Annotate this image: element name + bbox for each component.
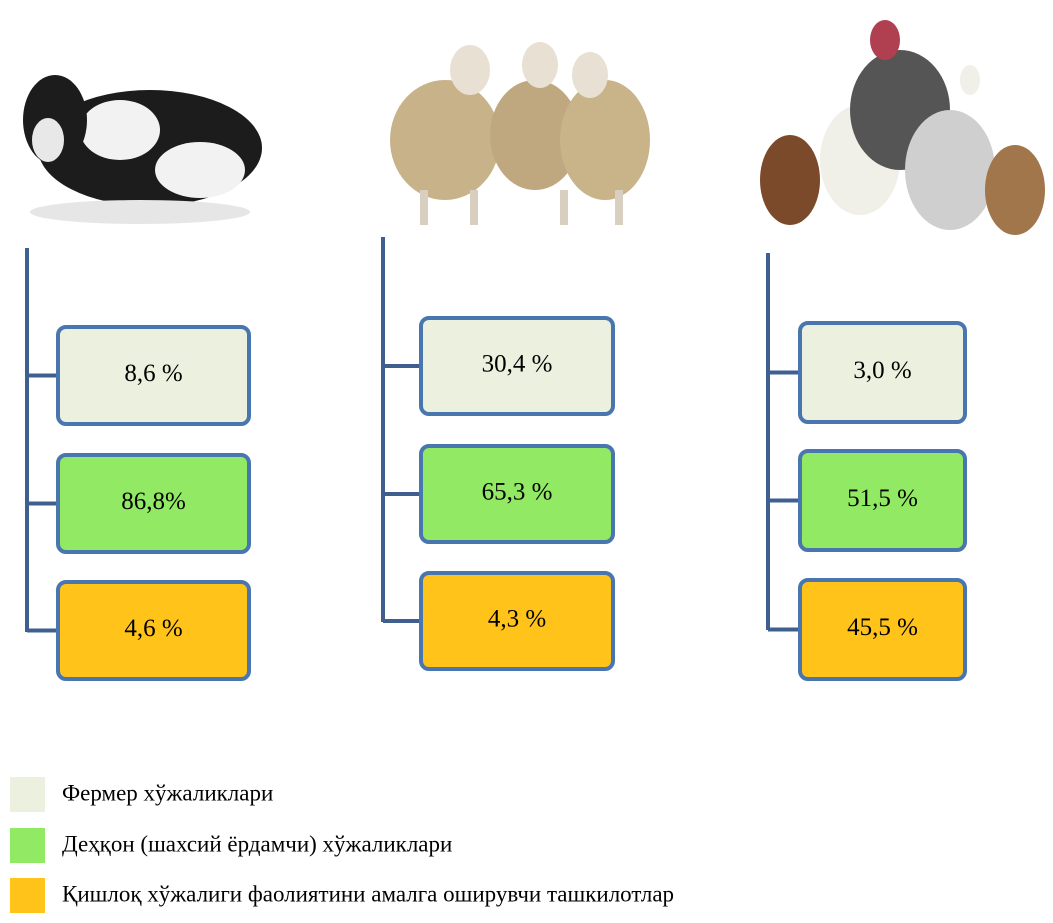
share-label: 86,8% xyxy=(121,488,186,515)
share-box xyxy=(419,571,615,671)
share-box xyxy=(419,444,615,544)
share-label: 3,0 % xyxy=(853,357,911,384)
share-box xyxy=(798,449,967,552)
legend-label: Қишлоқ хўжалиги фаолиятини амалга оширув… xyxy=(62,881,674,906)
legend-label: Деҳқон (шахсий ёрдамчи) хўжаликлари xyxy=(62,831,452,856)
share-box xyxy=(56,580,251,681)
legend-swatch xyxy=(10,878,45,913)
sheep-image xyxy=(390,42,650,225)
share-label: 65,3 % xyxy=(482,479,553,506)
share-box xyxy=(798,578,967,681)
poultry-image xyxy=(760,20,1045,235)
legend-swatch xyxy=(10,777,45,812)
legend-label: Фермер хўжаликлари xyxy=(62,780,273,805)
share-label: 45,5 % xyxy=(847,614,918,641)
share-label: 8,6 % xyxy=(124,360,182,387)
share-box xyxy=(56,453,251,554)
share-label: 30,4 % xyxy=(482,351,553,378)
cow-image xyxy=(23,75,262,224)
share-label: 4,3 % xyxy=(488,606,546,633)
share-box xyxy=(56,325,251,426)
legend-swatch xyxy=(10,828,45,863)
share-label: 4,6 % xyxy=(124,615,182,642)
share-box xyxy=(798,321,967,424)
share-box xyxy=(419,316,615,416)
share-label: 51,5 % xyxy=(847,485,918,512)
